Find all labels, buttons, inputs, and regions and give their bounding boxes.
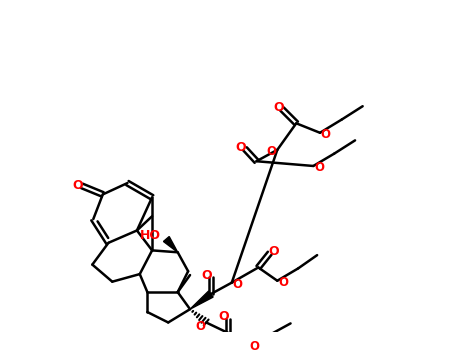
Text: O: O	[249, 340, 259, 350]
Text: HO: HO	[140, 229, 161, 242]
Text: O: O	[321, 128, 331, 141]
Text: O: O	[268, 245, 279, 258]
Text: O: O	[196, 320, 206, 333]
Text: O: O	[278, 276, 288, 289]
Text: O: O	[202, 268, 212, 281]
Text: O: O	[235, 140, 246, 154]
Text: O: O	[219, 310, 229, 323]
Text: O: O	[314, 161, 324, 174]
Text: O: O	[73, 180, 83, 193]
Text: O: O	[273, 101, 283, 114]
Polygon shape	[190, 291, 213, 309]
Text: O: O	[267, 145, 277, 158]
Text: O: O	[233, 278, 243, 291]
Polygon shape	[163, 237, 178, 252]
